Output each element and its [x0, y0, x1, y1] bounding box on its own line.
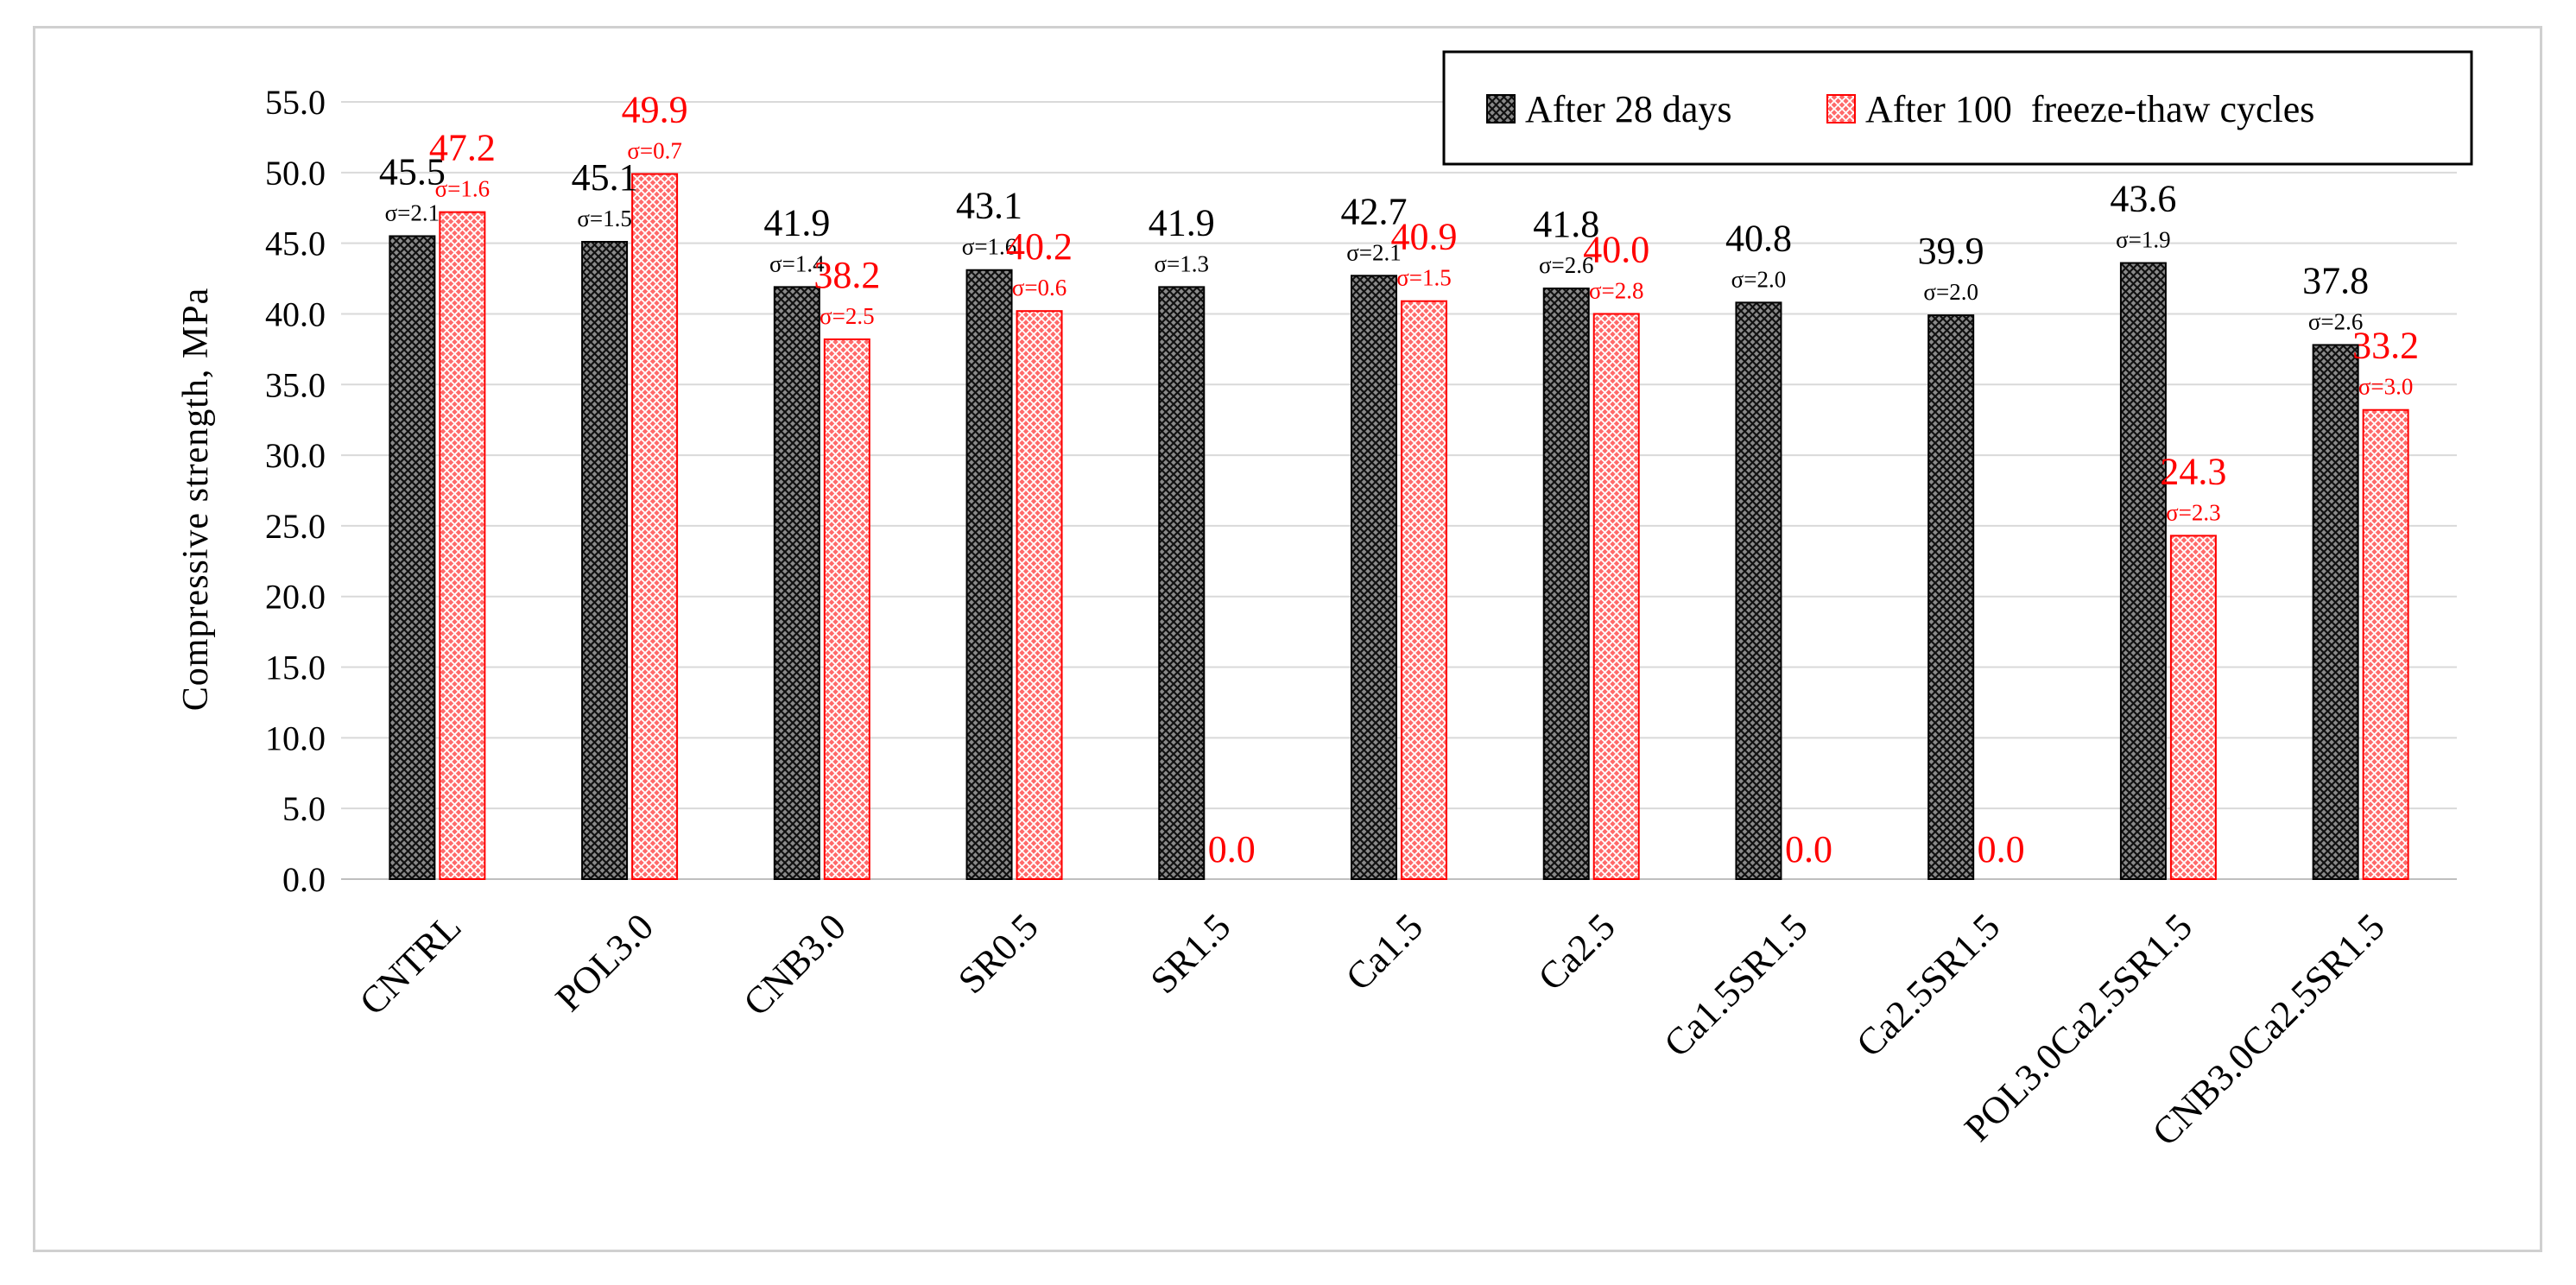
- bar-after-28-days: [2312, 344, 2359, 881]
- value-label: 45.1: [572, 156, 638, 199]
- sd-label: σ=1.4: [769, 250, 825, 276]
- bar-after-100-cycles: [2362, 408, 2409, 880]
- bar-after-28-days: [1735, 301, 1782, 880]
- bar-after-28-days: [1158, 286, 1206, 880]
- bar-after-28-days: [773, 286, 820, 880]
- bar-after-28-days: [389, 235, 436, 881]
- value-label: 42.7: [1341, 190, 1408, 232]
- bars: [389, 173, 2409, 881]
- x-axis-ticks: CNTRL POL3.0 CNB3.0 SR0.5 SR1.5 Ca1.5 Ca2.5 Ca1…: [351, 905, 2393, 1154]
- x-tick-label: SR1.5: [1142, 905, 1239, 1002]
- value-label: 43.1: [956, 185, 1022, 227]
- sd-label: σ=2.5: [820, 303, 875, 329]
- sd-label: σ=2.1: [385, 199, 440, 225]
- value-label: 47.2: [429, 127, 496, 169]
- value-label: 40.8: [1725, 217, 1792, 259]
- y-tick-label: 15.0: [265, 649, 326, 687]
- y-tick-label: 30.0: [265, 436, 326, 475]
- y-tick-label: 40.0: [265, 294, 326, 333]
- y-tick-label: 0.0: [282, 860, 326, 899]
- bar-after-100-cycles: [2169, 535, 2217, 880]
- y-tick-label: 50.0: [265, 154, 326, 193]
- bar-after-100-cycles: [823, 338, 870, 880]
- sd-label: σ=2.0: [1731, 266, 1787, 292]
- value-label: 41.9: [763, 201, 830, 244]
- sd-label: σ=2.6: [1539, 252, 1594, 278]
- sd-label: σ=2.3: [2166, 499, 2221, 525]
- y-tick-label: 45.0: [265, 225, 326, 263]
- y-tick-label: 25.0: [265, 507, 326, 546]
- value-label: 0.0: [1208, 828, 1256, 870]
- sd-label: σ=0.7: [627, 137, 682, 163]
- y-tick-label: 20.0: [265, 578, 326, 617]
- x-tick-label: Ca1.5SR1.5: [1655, 905, 1815, 1065]
- x-tick-label: CNTRL: [351, 905, 470, 1023]
- sd-label: σ=0.6: [1012, 275, 1067, 301]
- value-label: 41.8: [1533, 203, 1599, 245]
- x-tick-label: POL3.0: [547, 905, 661, 1019]
- x-tick-label: Ca2.5SR1.5: [1848, 905, 2008, 1065]
- value-label: 43.6: [2110, 178, 2176, 220]
- sd-label: σ=1.3: [1154, 250, 1209, 276]
- bar-after-100-cycles: [1592, 313, 1640, 881]
- sd-label: σ=2.0: [1923, 279, 1978, 305]
- bar-after-28-days: [2119, 262, 2167, 880]
- legend-label-after-28-days: After 28 days: [1525, 88, 1732, 130]
- value-label: 40.2: [1006, 225, 1073, 268]
- bar-after-28-days: [965, 269, 1013, 880]
- y-tick-label: 35.0: [265, 365, 326, 404]
- x-tick-label: Ca2.5: [1530, 905, 1623, 998]
- legend-swatch-after-28-days: [1486, 94, 1516, 123]
- y-axis-title: Compressive strength, MPa: [176, 288, 216, 711]
- x-tick-label: Ca1.5: [1338, 905, 1431, 998]
- bar-after-100-cycles: [439, 211, 486, 881]
- y-axis-ticks: 0.0 5.0 10.0 15.0 20.0 25.0 30.0 35.0 40.0 45.0 50…: [265, 83, 326, 899]
- y-tick-label: 5.0: [282, 789, 326, 828]
- y-tick-label: 10.0: [265, 718, 326, 757]
- bar-after-28-days: [1351, 275, 1397, 881]
- y-tick-label: 55.0: [265, 83, 326, 122]
- legend: After 28 days After 100 freeze-thaw cycl…: [1442, 50, 2473, 166]
- sd-label: σ=1.5: [1396, 265, 1452, 291]
- bar-after-100-cycles: [631, 173, 679, 881]
- sd-label: σ=1.6: [962, 234, 1017, 260]
- sd-label: σ=1.5: [577, 206, 632, 231]
- value-label: 33.2: [2352, 325, 2419, 367]
- sd-label: σ=2.8: [1589, 277, 1644, 303]
- value-label: 49.9: [622, 88, 688, 130]
- value-label: 37.8: [2302, 259, 2369, 301]
- sd-label: σ=2.6: [2308, 308, 2364, 334]
- data-labels: 45.5 σ=2.1 47.2 σ=1.6 45.1 σ=1.5 49.9 σ=0.7 41.9…: [379, 88, 2419, 870]
- legend-swatch-after-100-cycles: [1826, 94, 1856, 123]
- sd-label: σ=3.0: [2358, 374, 2414, 400]
- x-tick-label: SR0.5: [950, 905, 1047, 1002]
- value-label: 41.9: [1149, 201, 1215, 244]
- bar-after-28-days: [1927, 314, 1975, 881]
- value-label: 40.9: [1391, 216, 1458, 258]
- bar-after-28-days: [581, 241, 629, 880]
- value-label: 45.5: [379, 150, 446, 193]
- x-tick-label: CNB3.0: [735, 905, 854, 1024]
- value-label: 0.0: [1978, 828, 2025, 870]
- legend-box: [1442, 50, 2473, 166]
- value-label: 40.0: [1583, 228, 1649, 270]
- sd-label: σ=2.1: [1346, 239, 1402, 265]
- gridlines: [341, 101, 2457, 880]
- bar-after-100-cycles: [1016, 310, 1063, 880]
- bar-after-28-days: [1542, 288, 1590, 880]
- value-label: 0.0: [1785, 828, 1832, 870]
- value-label: 39.9: [1918, 230, 1984, 272]
- bar-after-100-cycles: [1401, 300, 1447, 880]
- sd-label: σ=1.9: [2116, 227, 2171, 253]
- sd-label: σ=1.6: [435, 176, 491, 202]
- value-label: 24.3: [2160, 450, 2226, 492]
- legend-label-after-100-cycles: After 100 freeze-thaw cycles: [1865, 88, 2314, 130]
- value-label: 38.2: [813, 254, 880, 296]
